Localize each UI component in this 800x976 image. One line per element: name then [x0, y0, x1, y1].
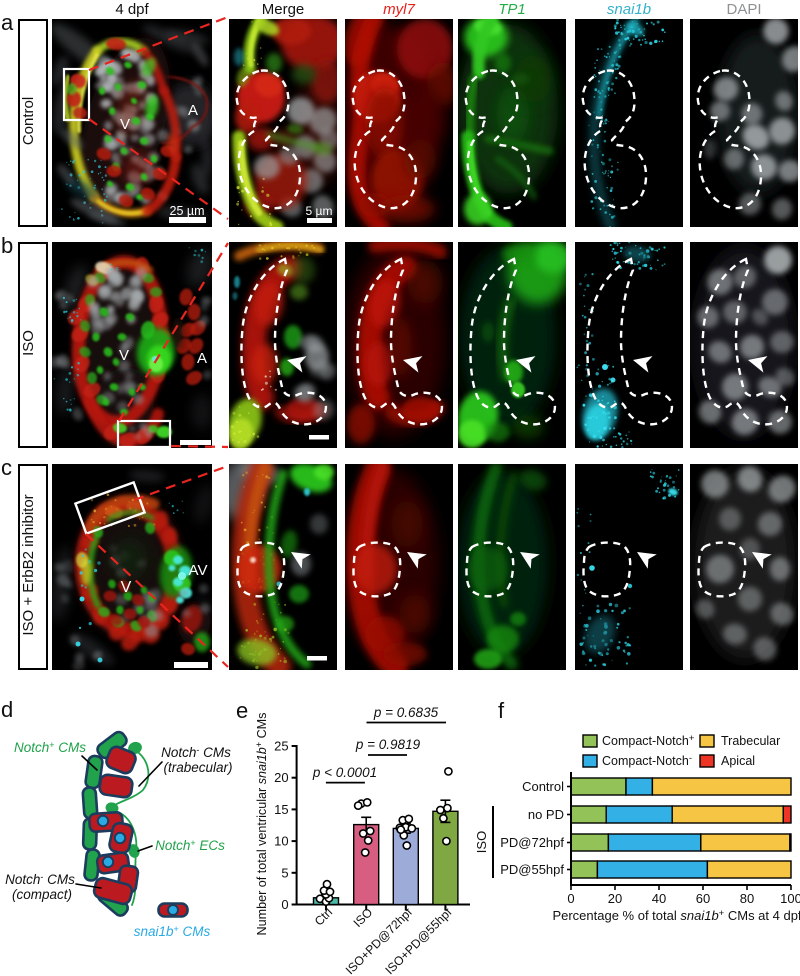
svg-text:Control: Control — [522, 779, 564, 794]
svg-text:5: 5 — [281, 865, 288, 880]
svg-text:ISO+PD@72hpf: ISO+PD@72hpf — [343, 905, 415, 976]
svg-text:(trabecular): (trabecular) — [163, 760, 232, 775]
svg-text:PD@55hpf: PD@55hpf — [500, 862, 564, 877]
svg-text:20: 20 — [608, 891, 622, 906]
svg-text:100: 100 — [780, 891, 800, 906]
svg-text:Notch- CMs: Notch- CMs — [161, 745, 231, 760]
svg-text:Notch+ ECs: Notch+ ECs — [155, 838, 225, 853]
svg-text:snai1b+ CMs: snai1b+ CMs — [134, 924, 211, 939]
svg-text:A: A — [188, 102, 198, 119]
svg-text:Apical: Apical — [721, 754, 755, 768]
svg-text:V: V — [120, 116, 130, 133]
svg-text:DAPI: DAPI — [726, 1, 761, 18]
svg-text:ISO+PD@55hpf: ISO+PD@55hpf — [382, 905, 454, 976]
svg-text:PD@72hpf: PD@72hpf — [500, 835, 564, 850]
svg-text:10: 10 — [274, 834, 288, 849]
svg-text:ISO + ErbB2 inhibitor: ISO + ErbB2 inhibitor — [20, 494, 37, 635]
svg-text:80: 80 — [740, 891, 754, 906]
svg-text:snai1b: snai1b — [607, 1, 651, 18]
svg-text:(compact): (compact) — [12, 887, 72, 902]
svg-text:Ctrl: Ctrl — [312, 905, 335, 928]
svg-text:V: V — [121, 579, 132, 596]
svg-text:0: 0 — [567, 891, 574, 906]
svg-text:20: 20 — [274, 770, 288, 785]
svg-text:AV: AV — [189, 562, 208, 579]
svg-text:5 µm: 5 µm — [306, 204, 333, 218]
svg-text:25 µm: 25 µm — [170, 204, 205, 218]
svg-text:ISO: ISO — [351, 905, 376, 930]
svg-text:Compact-Notch-: Compact-Notch- — [602, 753, 692, 768]
svg-text:25: 25 — [274, 739, 288, 754]
svg-text:ISO: ISO — [474, 831, 489, 853]
svg-text:Number of total ventricular sn: Number of total ventricular snai1b+ CMs — [254, 713, 269, 936]
svg-text:4 dpf: 4 dpf — [115, 1, 149, 18]
svg-text:Compact-Notch+: Compact-Notch+ — [602, 733, 695, 748]
svg-text:Trabecular: Trabecular — [721, 734, 780, 748]
svg-text:40: 40 — [652, 891, 666, 906]
svg-text:V: V — [119, 347, 129, 364]
svg-text:A: A — [197, 350, 207, 367]
svg-text:p < 0.0001: p < 0.0001 — [312, 765, 377, 780]
svg-text:15: 15 — [274, 802, 288, 817]
svg-text:60: 60 — [696, 891, 710, 906]
svg-text:Notch+ CMs: Notch+ CMs — [14, 740, 86, 755]
svg-text:p = 0.9819: p = 0.9819 — [355, 737, 421, 752]
svg-text:myl7: myl7 — [383, 1, 415, 18]
svg-text:ISO: ISO — [20, 330, 37, 356]
svg-text:no PD: no PD — [528, 807, 564, 822]
svg-text:Merge: Merge — [262, 1, 305, 18]
svg-text:Notch- CMs: Notch- CMs — [5, 872, 75, 887]
svg-text:Control: Control — [20, 97, 37, 145]
svg-text:Percentage % of total snai1b+: Percentage % of total snai1b+ CMs at 4 d… — [552, 908, 800, 923]
svg-text:0: 0 — [281, 897, 288, 912]
svg-text:p = 0.6835: p = 0.6835 — [373, 705, 439, 720]
svg-text:TP1: TP1 — [498, 1, 526, 18]
